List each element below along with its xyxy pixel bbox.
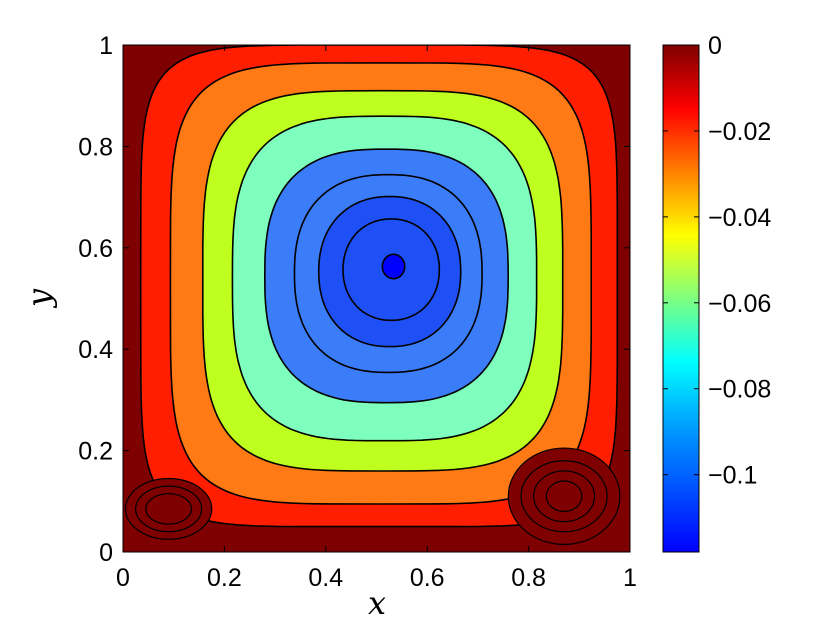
x-tick-label: 0.2: [207, 564, 242, 592]
y-tick-label: 0.6: [78, 235, 113, 263]
vortex-bottom-left-ring-3: [145, 493, 193, 525]
plot-frame: [122, 44, 631, 553]
contour-fills: [139, 45, 619, 528]
x-tick-label: 0: [116, 564, 130, 592]
colorbar-tick-label: −0.04: [708, 204, 771, 232]
colorbar-tick-label: −0.08: [708, 376, 771, 404]
y-tick-label: 0.8: [78, 133, 113, 161]
y-tick-label: 0.4: [78, 336, 113, 364]
contour-band-9: [381, 253, 406, 280]
x-axis-label: x: [368, 584, 386, 622]
secondary-vortices: [124, 447, 621, 545]
plot-area: 0 0.2 0.4 0.6 0.8 1 0 0.2 0.4 0.6 0.8 1: [78, 32, 637, 592]
y-tick-label: 1: [99, 32, 113, 60]
colorbar-tick-label: −0.02: [708, 118, 771, 146]
colorbar-gradient: [662, 44, 700, 553]
x-tick-label: 0.4: [308, 564, 343, 592]
colorbar: 0 −0.02 −0.04 −0.06 −0.08 −0.1: [662, 32, 771, 553]
y-tick-label: 0: [99, 539, 113, 567]
colorbar-tick-label: −0.06: [708, 290, 771, 318]
y-tick-label: 0.2: [78, 438, 113, 466]
colorbar-tick-label: −0.1: [708, 462, 757, 490]
y-axis-label: y: [20, 288, 58, 309]
x-tick-label: 0.6: [410, 564, 445, 592]
colorbar-tick-label: 0: [708, 32, 722, 60]
colorbar-ticks: 0 −0.02 −0.04 −0.06 −0.08 −0.1: [663, 32, 771, 490]
x-tick-label: 1: [623, 564, 637, 592]
vortex-bottom-right-ring-4: [545, 480, 583, 513]
x-axis-ticks: 0 0.2 0.4 0.6 0.8 1: [116, 45, 637, 592]
x-tick-label: 0.8: [511, 564, 546, 592]
y-axis-ticks: 0 0.2 0.4 0.6 0.8 1: [78, 32, 630, 567]
